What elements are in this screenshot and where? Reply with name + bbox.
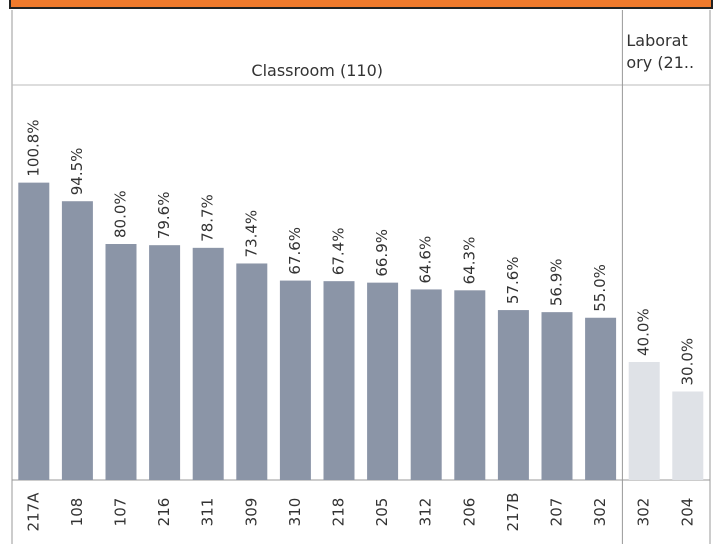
x-tick-label: 302: [591, 498, 609, 527]
x-tick-label: 302: [635, 498, 653, 527]
value-label: 79.6%: [155, 192, 173, 240]
value-label: 56.9%: [548, 258, 566, 306]
value-label: 30.0%: [678, 338, 696, 386]
bar: [61, 201, 93, 480]
bar: [672, 391, 704, 480]
value-label: 64.3%: [460, 237, 478, 285]
header-band: [9, 0, 713, 9]
bar: [454, 290, 486, 480]
x-tick-label: 205: [373, 498, 391, 527]
x-tick-label: 207: [548, 498, 566, 527]
group-header: Classroom (110): [251, 61, 383, 80]
bar: [585, 317, 617, 480]
bar: [367, 282, 399, 480]
group-header: Laboratory (21..: [626, 31, 695, 72]
bar: [18, 182, 50, 480]
value-label: 67.4%: [330, 228, 348, 276]
x-tick-label: 217B: [504, 493, 522, 532]
bar: [105, 244, 137, 480]
value-label: 64.6%: [417, 236, 435, 284]
bar: [149, 245, 181, 480]
x-tick-label: 312: [417, 498, 435, 527]
value-label: 80.0%: [112, 190, 130, 238]
value-label: 94.5%: [68, 148, 86, 196]
value-label: 40.0%: [635, 308, 653, 356]
value-label: 67.6%: [286, 227, 304, 275]
value-label: 66.9%: [373, 229, 391, 277]
bar: [410, 289, 442, 480]
value-label: 73.4%: [242, 210, 260, 258]
x-tick-label: 217A: [24, 492, 42, 532]
bar: [323, 281, 355, 480]
x-tick-label: 310: [286, 498, 304, 527]
x-tick-label: 309: [242, 498, 260, 527]
x-tick-label: 206: [460, 498, 478, 527]
bar: [236, 263, 268, 480]
value-label: 78.7%: [199, 194, 217, 242]
x-tick-label: 107: [112, 498, 130, 527]
x-tick-label: 218: [330, 498, 348, 527]
x-tick-label: 204: [678, 498, 696, 527]
bar: [541, 312, 573, 480]
x-tick-label: 216: [155, 498, 173, 527]
bar: [279, 280, 311, 480]
bar: [192, 247, 224, 480]
bar: [628, 362, 660, 480]
x-tick-label: 311: [199, 498, 217, 527]
value-label: 57.6%: [504, 256, 522, 304]
value-label: 100.8%: [24, 119, 42, 176]
bar: [497, 310, 529, 480]
value-label: 55.0%: [591, 264, 609, 312]
x-tick-label: 108: [68, 498, 86, 527]
